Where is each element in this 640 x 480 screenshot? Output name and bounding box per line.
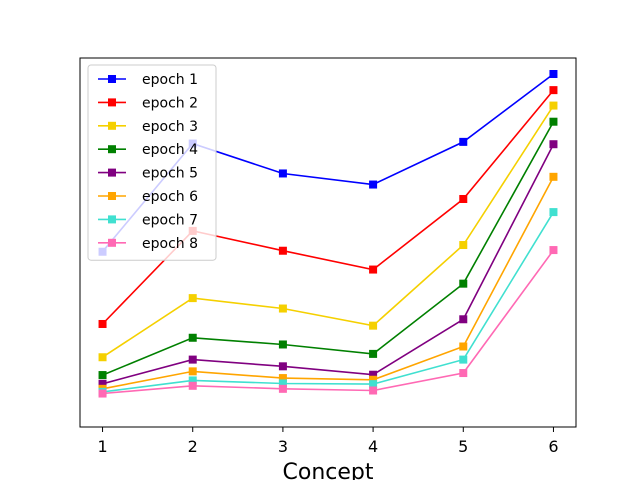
series-line xyxy=(102,105,555,358)
data-point xyxy=(278,374,287,383)
legend-label: epoch 5 xyxy=(142,166,198,182)
legend-label: epoch 8 xyxy=(142,236,198,252)
data-point xyxy=(369,375,378,384)
data-point xyxy=(549,172,558,181)
data-point xyxy=(98,379,107,388)
data-point xyxy=(549,208,558,217)
legend-item: epoch 3 xyxy=(98,119,198,135)
x-tick-label: 4 xyxy=(368,437,378,456)
legend-marker xyxy=(108,121,116,130)
legend-label: epoch 2 xyxy=(142,95,198,111)
legend-item: epoch 8 xyxy=(98,236,198,252)
data-point xyxy=(459,315,468,324)
legend: epoch 1 epoch 2 epoch 3 epoch 4 epoch 5 epoch… xyxy=(87,64,217,261)
x-tick-label: 3 xyxy=(278,437,288,456)
x-tick-label: 1 xyxy=(97,437,107,456)
legend-item: epoch 2 xyxy=(98,95,198,111)
legend-item: epoch 5 xyxy=(98,166,198,182)
legend-label: epoch 4 xyxy=(142,142,198,158)
x-tick-label: 2 xyxy=(188,437,198,456)
data-point xyxy=(549,101,558,110)
series-line xyxy=(102,143,555,385)
data-point xyxy=(98,353,107,362)
data-point xyxy=(278,169,287,178)
data-point xyxy=(98,319,107,328)
data-point xyxy=(278,384,287,393)
data-point xyxy=(369,265,378,274)
series-3 xyxy=(98,101,558,362)
data-point xyxy=(278,379,287,388)
legend-item: epoch 1 xyxy=(98,72,198,88)
data-point xyxy=(549,70,558,78)
x-tick-label: 6 xyxy=(548,437,558,456)
data-point xyxy=(188,333,197,342)
series-line xyxy=(102,176,555,390)
data-point xyxy=(188,367,197,376)
legend-marker xyxy=(108,168,116,177)
series-line xyxy=(102,249,555,395)
data-point xyxy=(188,294,197,303)
data-point xyxy=(278,246,287,255)
legend-frame xyxy=(87,64,217,261)
series-8 xyxy=(98,246,558,398)
series-5 xyxy=(98,140,558,388)
x-axis-ticks: 1 2 3 4 5 6 xyxy=(97,427,559,456)
data-point xyxy=(459,194,468,203)
data-point xyxy=(369,380,378,389)
x-axis-label: Concept xyxy=(283,460,374,480)
legend-item: epoch 6 xyxy=(98,189,198,205)
legend-label: epoch 7 xyxy=(142,212,198,228)
data-point xyxy=(549,246,558,255)
legend-label: epoch 6 xyxy=(142,189,198,205)
data-point xyxy=(278,362,287,371)
data-point xyxy=(459,355,468,364)
legend-item: epoch 7 xyxy=(98,212,198,228)
data-point xyxy=(369,386,378,395)
data-point xyxy=(369,180,378,189)
data-point xyxy=(459,137,468,146)
x-tick-label: 5 xyxy=(458,437,468,456)
data-point xyxy=(278,304,287,313)
data-point xyxy=(369,349,378,358)
data-point xyxy=(188,381,197,390)
data-point xyxy=(549,117,558,126)
data-point xyxy=(98,371,107,380)
legend-marker xyxy=(108,98,116,107)
legend-marker xyxy=(108,238,116,247)
series-line xyxy=(102,211,555,393)
data-point xyxy=(549,140,558,149)
series-line xyxy=(102,121,555,376)
data-point xyxy=(369,321,378,330)
data-point xyxy=(459,369,468,378)
data-point xyxy=(98,389,107,398)
data-point xyxy=(459,279,468,288)
legend-marker xyxy=(108,215,116,224)
legend-label: epoch 1 xyxy=(142,72,198,88)
series-4 xyxy=(98,117,558,380)
data-point xyxy=(188,376,197,385)
legend-item: epoch 4 xyxy=(98,142,198,158)
data-point xyxy=(549,86,558,95)
data-point xyxy=(188,355,197,364)
data-point xyxy=(459,342,468,351)
data-point xyxy=(369,370,378,379)
legend-marker xyxy=(108,145,116,154)
data-point xyxy=(278,340,287,349)
legend-label: epoch 3 xyxy=(142,119,198,135)
legend-marker xyxy=(108,75,116,83)
legend-marker xyxy=(108,192,116,200)
data-point xyxy=(459,241,468,250)
